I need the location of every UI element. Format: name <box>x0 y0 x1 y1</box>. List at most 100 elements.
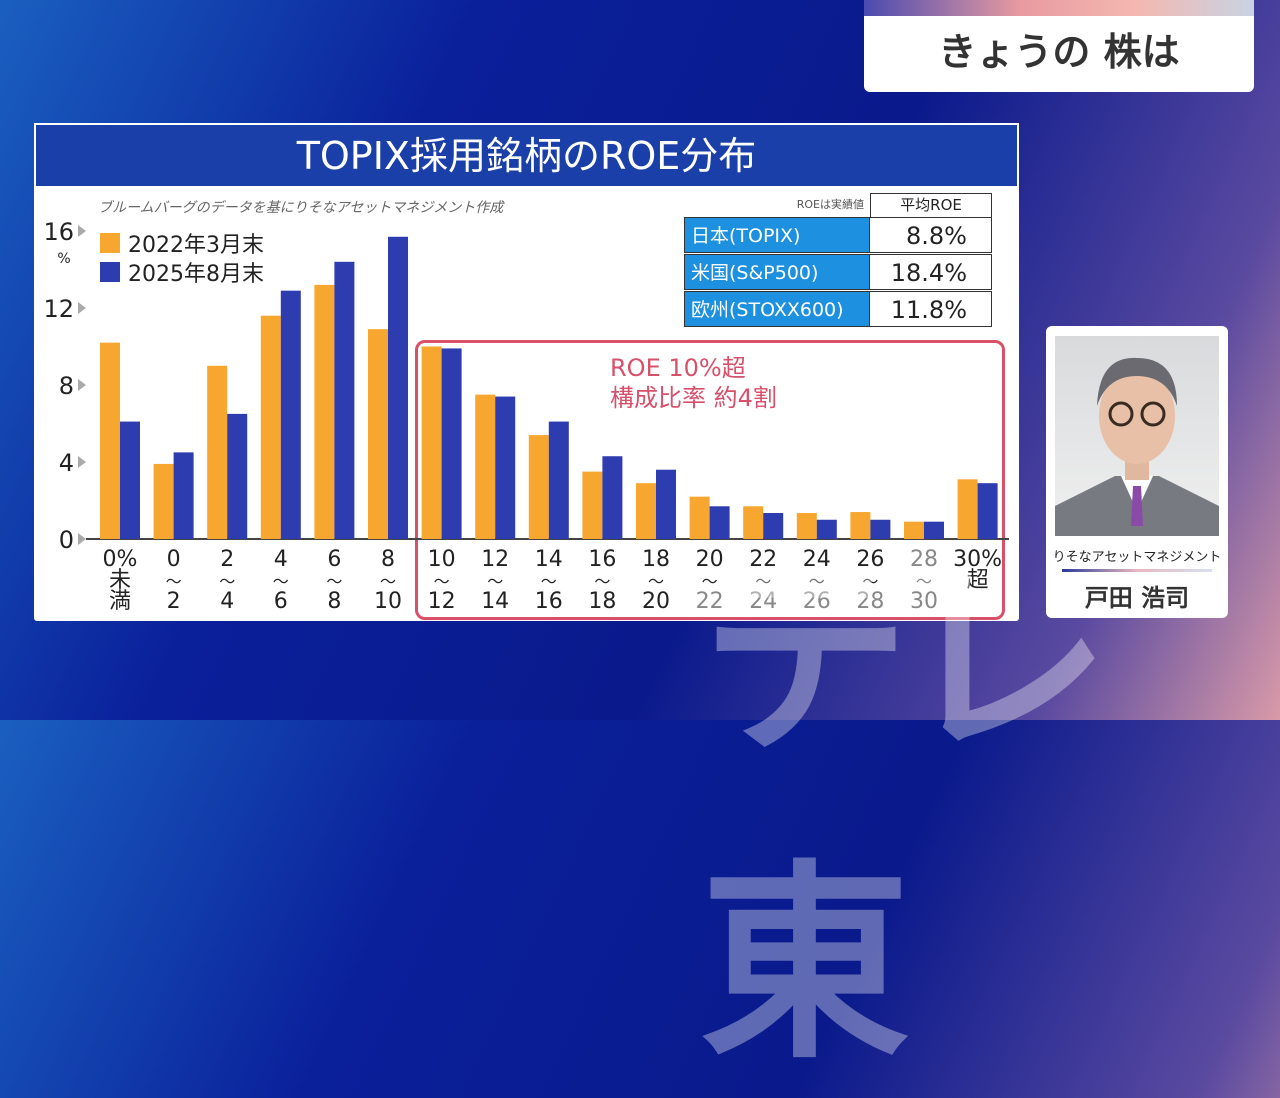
x-tick-label: 満 <box>109 589 131 614</box>
bar-2025 <box>656 469 676 539</box>
bar-2025 <box>334 261 355 539</box>
row-label: 日本(TOPIX) <box>684 217 870 253</box>
bar-2022 <box>100 342 120 539</box>
bar-chart: 0481216%0%未満0〜22〜44〜66〜88〜1010〜1212〜1414… <box>43 218 1009 614</box>
bar-2025 <box>388 236 408 539</box>
bar-2025 <box>495 396 516 539</box>
legend-swatch <box>100 262 120 282</box>
bar-2022 <box>314 284 335 539</box>
bar-2025 <box>977 483 998 539</box>
bar-2025 <box>709 506 730 539</box>
bar-2022 <box>689 496 710 539</box>
x-tick-label: 8 <box>327 589 341 614</box>
bar-2025 <box>602 456 623 539</box>
program-title: きょうの 株は <box>938 30 1180 74</box>
x-tick-label: 16 <box>588 547 616 572</box>
x-tick-label: 〜 <box>434 572 450 591</box>
legend-item-2022: 2022年3月末 <box>100 227 264 259</box>
x-tick-label: 10 <box>428 547 456 572</box>
x-tick-label: 〜 <box>219 572 235 591</box>
bar-2025 <box>227 413 248 539</box>
row-value: 8.8% <box>870 217 992 253</box>
y-tick-label: 12 <box>43 295 74 323</box>
x-tick-label: 〜 <box>166 572 182 591</box>
x-tick-label: 0% <box>103 547 138 572</box>
x-tick-label: 12 <box>481 547 509 572</box>
x-tick-label: 〜 <box>648 572 664 591</box>
chart-source: ブルームバーグのデータを基にりそなアセットマネジメント作成 <box>98 200 504 216</box>
row-value: 18.4% <box>870 254 992 290</box>
x-tick-label: 〜 <box>755 572 771 591</box>
guest-company: りそなアセットマネジメント <box>1052 550 1222 565</box>
bar-2022 <box>421 346 442 539</box>
x-tick-label: 18 <box>588 589 616 614</box>
x-tick-label: 16 <box>535 589 563 614</box>
table-header: 平均ROE <box>870 193 992 217</box>
x-tick-label: 18 <box>642 547 670 572</box>
x-tick-label: 14 <box>535 547 563 572</box>
x-tick-label: 2 <box>220 547 234 572</box>
bar-2025 <box>924 521 944 539</box>
bar-2022 <box>582 471 603 539</box>
x-tick-label: 12 <box>428 589 456 614</box>
bar-2022 <box>260 315 281 539</box>
y-tick-marker <box>78 379 86 391</box>
bar-2025 <box>816 519 837 539</box>
x-tick-label: 〜 <box>702 572 718 591</box>
x-tick-label: 28 <box>910 547 938 572</box>
table-row: 欧州(STOXX600) 11.8% <box>684 291 992 327</box>
guest-photo <box>1055 336 1219 536</box>
bar-2025 <box>280 290 301 539</box>
y-tick-label: 16 <box>43 218 74 246</box>
bar-2022 <box>743 506 764 539</box>
x-tick-label: 8 <box>381 547 395 572</box>
avg-roe-table: ROEは実績値 平均ROE 日本(TOPIX) 8.8% 米国(S&P500) 18.… <box>684 193 992 328</box>
x-tick-label: 〜 <box>326 572 342 591</box>
y-tick-marker <box>78 225 86 237</box>
row-label: 米国(S&P500) <box>684 254 870 290</box>
chart-panel: TOPIX採用銘柄のROE分布 ブルームバーグのデータを基にりそなアセットマネジ… <box>34 123 1019 621</box>
x-tick-label: 26 <box>803 589 831 614</box>
y-axis-unit: % <box>57 251 70 267</box>
legend-item-2025: 2025年8月末 <box>100 256 264 288</box>
x-tick-label: 24 <box>803 547 831 572</box>
x-tick-label: 6 <box>327 547 341 572</box>
legend-label: 2025年8月末 <box>128 262 264 287</box>
highlight-box <box>415 340 1005 620</box>
bar-2022 <box>957 479 978 539</box>
legend-swatch <box>100 233 120 253</box>
x-tick-label: 〜 <box>273 572 289 591</box>
x-tick-label: 〜 <box>594 572 610 591</box>
y-tick-marker <box>78 456 86 468</box>
bar-2022 <box>850 512 871 539</box>
bar-2025 <box>763 513 784 539</box>
x-tick-label: 30 <box>910 589 938 614</box>
y-tick-label: 0 <box>59 526 74 554</box>
x-tick-label: 〜 <box>541 572 557 591</box>
bar-2022 <box>153 463 174 539</box>
annotation-line: 構成比率 約4割 <box>610 384 777 412</box>
x-tick-label: 未 <box>109 568 131 593</box>
annotation-line: ROE 10%超 <box>610 354 746 382</box>
x-tick-label: 22 <box>749 547 777 572</box>
table-row: 米国(S&P500) 18.4% <box>684 254 992 290</box>
row-label: 欧州(STOXX600) <box>684 291 870 327</box>
bar-2022 <box>475 394 496 539</box>
x-tick-label: 〜 <box>487 572 503 591</box>
table-note: ROEは実績値 <box>796 198 864 211</box>
x-tick-label: 26 <box>856 547 884 572</box>
row-value: 11.8% <box>870 291 992 327</box>
x-tick-label: 〜 <box>916 572 932 591</box>
annotation: ROE 10%超 構成比率 約4割 <box>610 353 777 413</box>
program-title-card: きょうの 株は <box>864 0 1254 92</box>
bar-2025 <box>870 519 891 539</box>
x-tick-label: 4 <box>220 589 234 614</box>
title-gradient-strip <box>864 0 1254 16</box>
bar-2022 <box>207 365 228 539</box>
x-tick-label: 24 <box>749 589 777 614</box>
chart-title: TOPIX採用銘柄のROE分布 <box>34 123 1019 188</box>
legend-label: 2022年3月末 <box>128 233 264 258</box>
y-tick-label: 4 <box>59 449 74 477</box>
y-tick-marker <box>78 533 86 545</box>
x-tick-label: 30% <box>953 547 1002 572</box>
